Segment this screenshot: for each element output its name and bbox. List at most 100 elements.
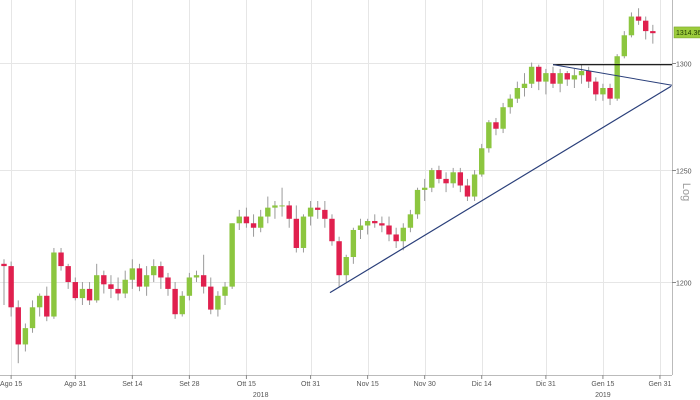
candles (1, 8, 656, 364)
candle-body (279, 205, 285, 207)
candle-body (300, 216, 307, 248)
candle-body (58, 252, 64, 267)
candle-body (550, 73, 556, 84)
candle-body (436, 170, 442, 179)
candle-body (151, 266, 157, 276)
candle-body (158, 266, 164, 278)
candle-body (172, 288, 178, 315)
candle-body (614, 56, 620, 99)
candle-body (450, 172, 456, 184)
candle-body (500, 107, 506, 129)
candle-body (29, 307, 36, 329)
candle-body (51, 252, 57, 317)
candle-body (257, 216, 264, 228)
candle-body (393, 234, 399, 242)
year-label: 2019 (595, 392, 611, 399)
candle-body (115, 288, 121, 294)
candle-body (507, 98, 513, 108)
candle-body (421, 187, 428, 190)
candle-body (222, 286, 228, 296)
candle-body (464, 185, 471, 197)
x-tick-label: Gen 31 (648, 381, 671, 388)
annotations (329, 64, 673, 294)
candle-body (36, 295, 43, 308)
candle-body (621, 35, 628, 57)
candle-body (265, 207, 271, 217)
x-tick-label: Ago 31 (64, 381, 86, 388)
candle-body (557, 73, 563, 84)
candle-body (322, 209, 328, 219)
candle-body (650, 31, 656, 34)
x-tick-label: Nov 15 (357, 381, 379, 388)
candle-body (15, 307, 21, 345)
candle-body (543, 73, 549, 82)
candle-body (643, 20, 649, 32)
candle-body (315, 207, 321, 210)
candle-body (407, 214, 414, 228)
candle-body (229, 223, 235, 287)
last-price-tag (673, 26, 700, 39)
candle-body (607, 87, 613, 99)
candle-body (386, 225, 392, 235)
candle-body (343, 257, 349, 276)
candle-body (129, 268, 136, 280)
candle-body (79, 288, 86, 299)
candle-body (357, 225, 364, 230)
candle-body (65, 266, 71, 283)
candle-body (101, 275, 107, 285)
y-tick-label: 1250 (676, 169, 692, 176)
candle-body (200, 275, 207, 287)
candle-body (8, 266, 14, 308)
candle-body (186, 277, 193, 296)
candle-body (635, 16, 642, 21)
candle-body (364, 221, 371, 226)
support-trendline (329, 85, 672, 294)
candle-body (571, 75, 578, 80)
candle-body (136, 268, 143, 287)
candle-body (536, 66, 542, 82)
candle-body (400, 227, 406, 242)
candle-body (179, 295, 185, 315)
candle-body (215, 295, 221, 310)
candle-body (414, 189, 421, 215)
candle-body (471, 174, 478, 197)
gridlines (0, 0, 672, 375)
x-tick-label: Nov 30 (414, 381, 436, 388)
x-tick-label: Ago 15 (0, 381, 22, 388)
candle-body (208, 286, 214, 310)
x-tick-label: Ott 15 (237, 381, 256, 388)
candle-body (44, 295, 50, 317)
candle-body (578, 71, 585, 76)
scale-label: Log (680, 183, 692, 201)
candle-body (236, 216, 242, 224)
candle-body (293, 218, 300, 248)
candle-body (521, 83, 528, 88)
triangle-upper-line (552, 64, 673, 86)
year-label: 2018 (253, 392, 269, 399)
candle-body (514, 87, 521, 99)
candle-body (585, 71, 592, 82)
candle-body (72, 282, 78, 299)
x-tick-label: Dic 31 (536, 381, 556, 388)
candle-body (108, 284, 114, 289)
candle-body (329, 218, 335, 242)
candle-body (457, 172, 464, 186)
last-price-label: 1314.3601 (676, 30, 700, 37)
y-tick-label: 1200 (676, 281, 692, 288)
candle-body (250, 223, 257, 228)
candle-body (443, 178, 449, 184)
candle-body (122, 279, 128, 294)
x-tick-label: Set 28 (179, 381, 199, 388)
candle-body (486, 122, 492, 149)
candle-body (272, 205, 278, 208)
candle-body (479, 148, 485, 175)
candle-body (429, 170, 435, 188)
candle-body (564, 73, 570, 80)
candle-body (307, 207, 314, 217)
x-tick-label: Gen 15 (591, 381, 614, 388)
candle-body (336, 241, 342, 276)
y-tick-label: 1300 (676, 62, 692, 69)
x-tick-label: Set 14 (122, 381, 142, 388)
